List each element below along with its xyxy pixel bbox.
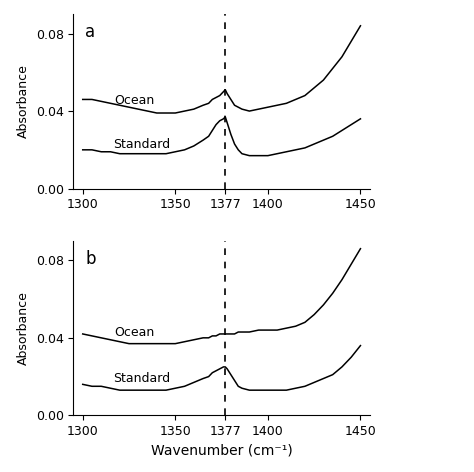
Text: b: b	[85, 250, 96, 268]
Text: Ocean: Ocean	[114, 94, 155, 107]
Y-axis label: Absorbance: Absorbance	[17, 65, 30, 138]
Y-axis label: Absorbance: Absorbance	[17, 291, 30, 365]
Text: Standard: Standard	[113, 137, 171, 151]
X-axis label: Wavenumber (cm⁻¹): Wavenumber (cm⁻¹)	[151, 444, 292, 458]
Text: Ocean: Ocean	[114, 327, 155, 339]
Text: Standard: Standard	[113, 372, 171, 385]
Text: a: a	[85, 23, 95, 41]
